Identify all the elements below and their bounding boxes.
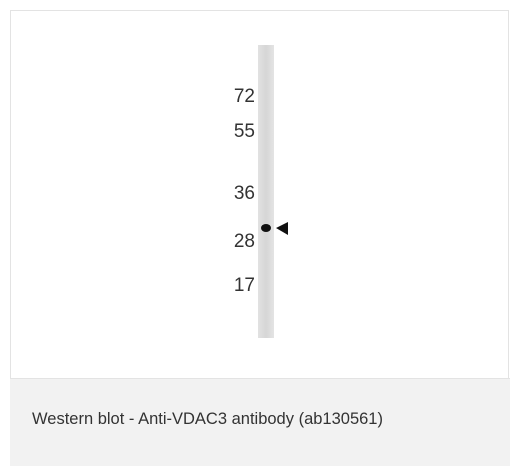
blot-image: 72 55 36 28 17 [0,0,510,378]
blot-lane [258,45,274,338]
marker-label: 17 [234,275,255,296]
caption-box: Western blot - Anti-VDAC3 antibody (ab13… [10,378,510,466]
blot-band [261,224,271,232]
marker-label: 72 [234,86,255,107]
caption: Western blot - Anti-VDAC3 antibody (ab13… [32,410,383,429]
marker-label: 55 [234,121,255,142]
marker-label: 36 [234,183,255,204]
page: 72 55 36 28 17 Western blot - Anti-VDAC3… [0,0,510,466]
marker-label: 28 [234,231,255,252]
band-arrow [276,222,288,235]
